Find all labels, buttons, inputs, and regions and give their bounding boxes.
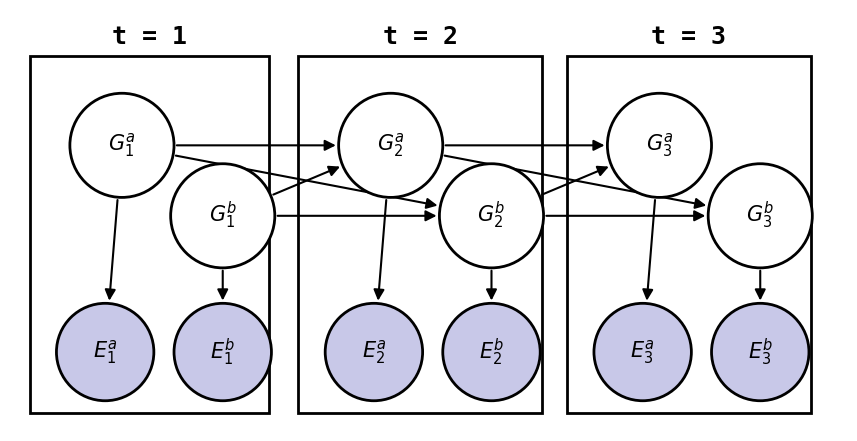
Text: $G_3^{a}$: $G_3^{a}$ xyxy=(645,131,674,159)
Text: $G_2^{a}$: $G_2^{a}$ xyxy=(377,131,405,159)
Text: t = 2: t = 2 xyxy=(382,25,458,49)
Ellipse shape xyxy=(608,93,711,198)
Bar xyxy=(567,56,811,413)
Ellipse shape xyxy=(708,164,812,268)
Text: $E_3^{a}$: $E_3^{a}$ xyxy=(630,338,655,366)
Bar xyxy=(298,56,542,413)
Text: $E_1^{b}$: $E_1^{b}$ xyxy=(210,336,236,368)
Ellipse shape xyxy=(339,93,443,198)
Text: $E_1^{a}$: $E_1^{a}$ xyxy=(93,338,117,366)
Bar xyxy=(29,56,269,413)
Text: t = 1: t = 1 xyxy=(112,25,187,49)
Ellipse shape xyxy=(440,164,543,268)
Ellipse shape xyxy=(174,303,272,401)
Text: $E_2^{b}$: $E_2^{b}$ xyxy=(479,336,504,368)
Ellipse shape xyxy=(57,303,154,401)
Text: $G_3^{b}$: $G_3^{b}$ xyxy=(746,200,775,232)
Ellipse shape xyxy=(711,303,809,401)
Text: $E_3^{b}$: $E_3^{b}$ xyxy=(747,336,773,368)
Ellipse shape xyxy=(594,303,692,401)
Text: $G_1^{b}$: $G_1^{b}$ xyxy=(208,200,237,232)
Ellipse shape xyxy=(70,93,174,198)
Text: t = 3: t = 3 xyxy=(651,25,727,49)
Ellipse shape xyxy=(325,303,423,401)
Text: $E_2^{a}$: $E_2^{a}$ xyxy=(362,338,387,366)
Text: $G_2^{b}$: $G_2^{b}$ xyxy=(477,200,506,232)
Ellipse shape xyxy=(171,164,275,268)
Text: $G_1^{a}$: $G_1^{a}$ xyxy=(108,131,135,159)
Ellipse shape xyxy=(443,303,540,401)
